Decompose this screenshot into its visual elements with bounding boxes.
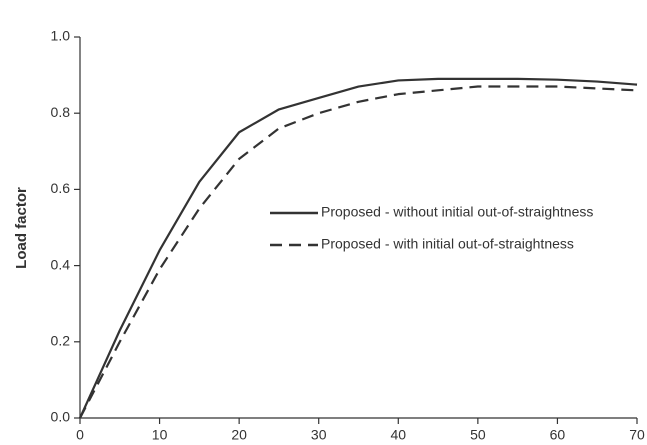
x-tick-label: 60 (550, 427, 566, 443)
x-tick-label: 70 (629, 427, 645, 443)
y-tick-label: 0.8 (51, 104, 71, 120)
legend-label: Proposed - with initial out-of-straightn… (321, 236, 574, 252)
x-tick-label: 20 (231, 427, 247, 443)
y-axis-label: Load factor (13, 187, 30, 269)
y-tick-label: 0.4 (51, 256, 71, 272)
y-tick-label: 0.6 (51, 180, 71, 196)
chart: Load factor 0.0 0.2 0.4 0.6 0.8 1.0 0 10 20 30 40 5… (0, 0, 647, 445)
y-tick-label: 1.0 (51, 28, 71, 44)
legend-label: Proposed - without initial out-of-straig… (321, 204, 593, 220)
x-tick-label: 0 (76, 427, 84, 443)
x-tick-label: 50 (470, 427, 486, 443)
x-tick-label: 40 (390, 427, 406, 443)
x-tick-label: 10 (152, 427, 168, 443)
y-tick-label: 0.2 (51, 333, 71, 349)
series-line (80, 87, 637, 418)
y-tick-label: 0.0 (51, 409, 71, 425)
x-tick-label: 30 (311, 427, 327, 443)
